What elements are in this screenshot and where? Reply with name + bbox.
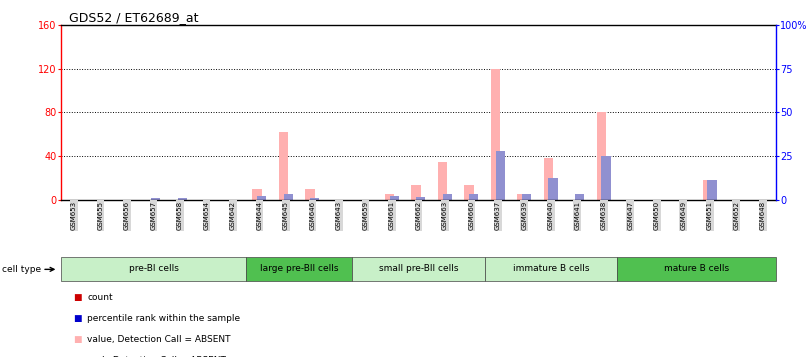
Bar — [597, 112, 606, 200]
Text: small pre-BII cells: small pre-BII cells — [378, 264, 458, 273]
Bar — [253, 189, 262, 200]
Text: ■: ■ — [73, 293, 81, 302]
Text: GSM640: GSM640 — [548, 201, 554, 230]
Bar — [575, 195, 584, 200]
Text: rank, Detection Call = ABSENT: rank, Detection Call = ABSENT — [87, 356, 226, 357]
Bar — [284, 195, 293, 200]
FancyBboxPatch shape — [484, 257, 617, 281]
Bar — [257, 196, 266, 200]
Text: GSM647: GSM647 — [627, 201, 633, 230]
Text: GDS52 / ET62689_at: GDS52 / ET62689_at — [69, 11, 198, 24]
Text: value, Detection Call = ABSENT: value, Detection Call = ABSENT — [87, 335, 231, 344]
Text: GSM658: GSM658 — [177, 201, 183, 230]
Text: GSM653: GSM653 — [71, 201, 77, 230]
Text: cell type: cell type — [2, 265, 40, 274]
Bar — [442, 195, 452, 200]
Text: ■: ■ — [73, 314, 81, 323]
Text: GSM663: GSM663 — [442, 201, 448, 230]
Text: GSM656: GSM656 — [124, 201, 130, 230]
Bar — [411, 185, 420, 200]
Text: ■: ■ — [73, 356, 81, 357]
Bar — [518, 195, 526, 200]
Text: mature B cells: mature B cells — [664, 264, 729, 273]
Bar — [305, 189, 315, 200]
Bar — [548, 178, 558, 200]
Bar — [416, 197, 425, 200]
Text: GSM645: GSM645 — [283, 201, 289, 230]
FancyBboxPatch shape — [61, 257, 246, 281]
Text: large pre-BII cells: large pre-BII cells — [260, 264, 339, 273]
Text: GSM637: GSM637 — [495, 201, 501, 230]
Text: GSM651: GSM651 — [707, 201, 713, 230]
Text: GSM643: GSM643 — [336, 201, 342, 230]
Text: GSM649: GSM649 — [680, 201, 686, 230]
Text: GSM659: GSM659 — [362, 201, 369, 230]
Bar — [390, 196, 399, 200]
Text: GSM639: GSM639 — [522, 201, 527, 230]
Bar — [707, 180, 717, 200]
Bar — [177, 198, 187, 200]
Text: GSM648: GSM648 — [760, 201, 765, 230]
Bar — [703, 180, 712, 200]
Text: immature B cells: immature B cells — [513, 264, 589, 273]
Text: GSM655: GSM655 — [97, 201, 104, 230]
Text: GSM652: GSM652 — [733, 201, 740, 230]
Bar — [544, 159, 553, 200]
Text: pre-BI cells: pre-BI cells — [129, 264, 178, 273]
Bar — [602, 156, 611, 200]
Text: GSM644: GSM644 — [257, 201, 262, 230]
Text: GSM641: GSM641 — [574, 201, 580, 230]
Text: GSM660: GSM660 — [468, 201, 475, 230]
Text: GSM646: GSM646 — [309, 201, 315, 230]
Bar — [279, 132, 288, 200]
FancyBboxPatch shape — [352, 257, 484, 281]
Bar — [491, 69, 500, 200]
Text: GSM650: GSM650 — [654, 201, 660, 230]
Bar — [496, 151, 505, 200]
Text: GSM638: GSM638 — [601, 201, 607, 230]
Bar — [522, 195, 531, 200]
Text: ■: ■ — [73, 335, 81, 344]
Text: GSM662: GSM662 — [416, 201, 421, 230]
Text: GSM642: GSM642 — [230, 201, 236, 230]
Bar — [469, 195, 478, 200]
Bar — [151, 198, 160, 200]
Text: count: count — [87, 293, 113, 302]
Text: GSM654: GSM654 — [203, 201, 210, 230]
Bar — [385, 195, 394, 200]
FancyBboxPatch shape — [617, 257, 776, 281]
Bar — [438, 162, 447, 200]
Text: GSM657: GSM657 — [151, 201, 156, 230]
Text: percentile rank within the sample: percentile rank within the sample — [87, 314, 241, 323]
Bar — [464, 185, 474, 200]
FancyBboxPatch shape — [246, 257, 352, 281]
Bar — [310, 198, 319, 200]
Text: GSM661: GSM661 — [389, 201, 395, 230]
